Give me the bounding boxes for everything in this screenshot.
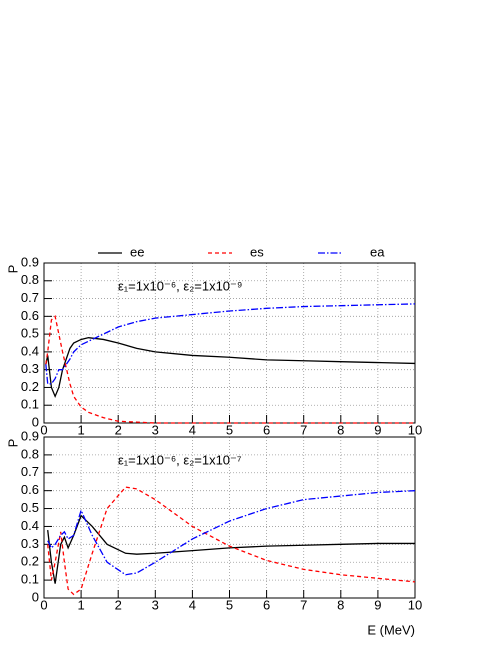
y-tick-label: 0.1 bbox=[21, 397, 39, 412]
y-tick-label: 0.4 bbox=[21, 343, 39, 358]
series-line bbox=[47, 486, 416, 596]
y-tick-label: 0.7 bbox=[21, 290, 39, 305]
x-tick-label: 8 bbox=[337, 597, 344, 612]
x-tick-label: 3 bbox=[152, 597, 159, 612]
y-axis-label: P bbox=[5, 439, 20, 448]
series-line bbox=[47, 490, 416, 576]
x-tick-label: 1 bbox=[77, 597, 84, 612]
x-tick-label: 10 bbox=[408, 597, 422, 612]
x-tick-label: 9 bbox=[374, 597, 381, 612]
x-tick-label: 4 bbox=[189, 597, 196, 612]
y-tick-label: 0.8 bbox=[21, 272, 39, 287]
x-tick-label: 6 bbox=[263, 422, 270, 437]
x-tick-label: 7 bbox=[300, 422, 307, 437]
y-tick-label: 0.3 bbox=[21, 361, 39, 376]
y-tick-label: 0.8 bbox=[21, 446, 39, 461]
y-axis-label: P bbox=[5, 265, 20, 274]
series-line bbox=[45, 303, 416, 385]
x-tick-label: 10 bbox=[408, 422, 422, 437]
y-tick-label: 0.2 bbox=[21, 554, 39, 569]
y-tick-label: 0 bbox=[32, 414, 39, 429]
x-tick-label: 8 bbox=[337, 422, 344, 437]
x-tick-label: 5 bbox=[226, 597, 233, 612]
y-tick-label: 0.5 bbox=[21, 500, 39, 515]
x-tick-label: 4 bbox=[189, 422, 196, 437]
annotation: ε₁=1x10⁻⁶, ε₂=1x10⁻⁹ bbox=[118, 278, 242, 293]
y-tick-label: 0.5 bbox=[21, 326, 39, 341]
legend-label: es bbox=[250, 244, 264, 259]
annotation: ε₁=1x10⁻⁶, ε₂=1x10⁻⁷ bbox=[118, 452, 242, 467]
legend-label: ee bbox=[130, 244, 144, 259]
y-tick-label: 0.2 bbox=[21, 379, 39, 394]
series-line bbox=[47, 514, 415, 584]
x-tick-label: 2 bbox=[115, 597, 122, 612]
y-tick-label: 0.3 bbox=[21, 536, 39, 551]
y-tick-label: 0 bbox=[32, 589, 39, 604]
x-tick-label: 3 bbox=[152, 422, 159, 437]
series-line bbox=[45, 337, 416, 399]
series-line bbox=[45, 315, 415, 424]
x-tick-label: 6 bbox=[263, 597, 270, 612]
x-tick-label: 0 bbox=[40, 597, 47, 612]
y-tick-label: 0.7 bbox=[21, 464, 39, 479]
y-tick-label: 0.9 bbox=[21, 428, 39, 443]
y-tick-label: 0.4 bbox=[21, 518, 39, 533]
x-tick-label: 0 bbox=[40, 422, 47, 437]
x-tick-label: 9 bbox=[374, 422, 381, 437]
y-tick-label: 0.1 bbox=[21, 572, 39, 587]
x-axis-label: E (MeV) bbox=[367, 622, 415, 637]
y-tick-label: 0.6 bbox=[21, 308, 39, 323]
x-tick-label: 2 bbox=[115, 422, 122, 437]
x-tick-label: 1 bbox=[77, 422, 84, 437]
y-tick-label: 0.9 bbox=[21, 254, 39, 269]
x-tick-label: 5 bbox=[226, 422, 233, 437]
plot-frame bbox=[43, 436, 416, 599]
y-tick-label: 0.6 bbox=[21, 482, 39, 497]
x-tick-label: 7 bbox=[300, 597, 307, 612]
legend-label: ea bbox=[370, 244, 385, 259]
